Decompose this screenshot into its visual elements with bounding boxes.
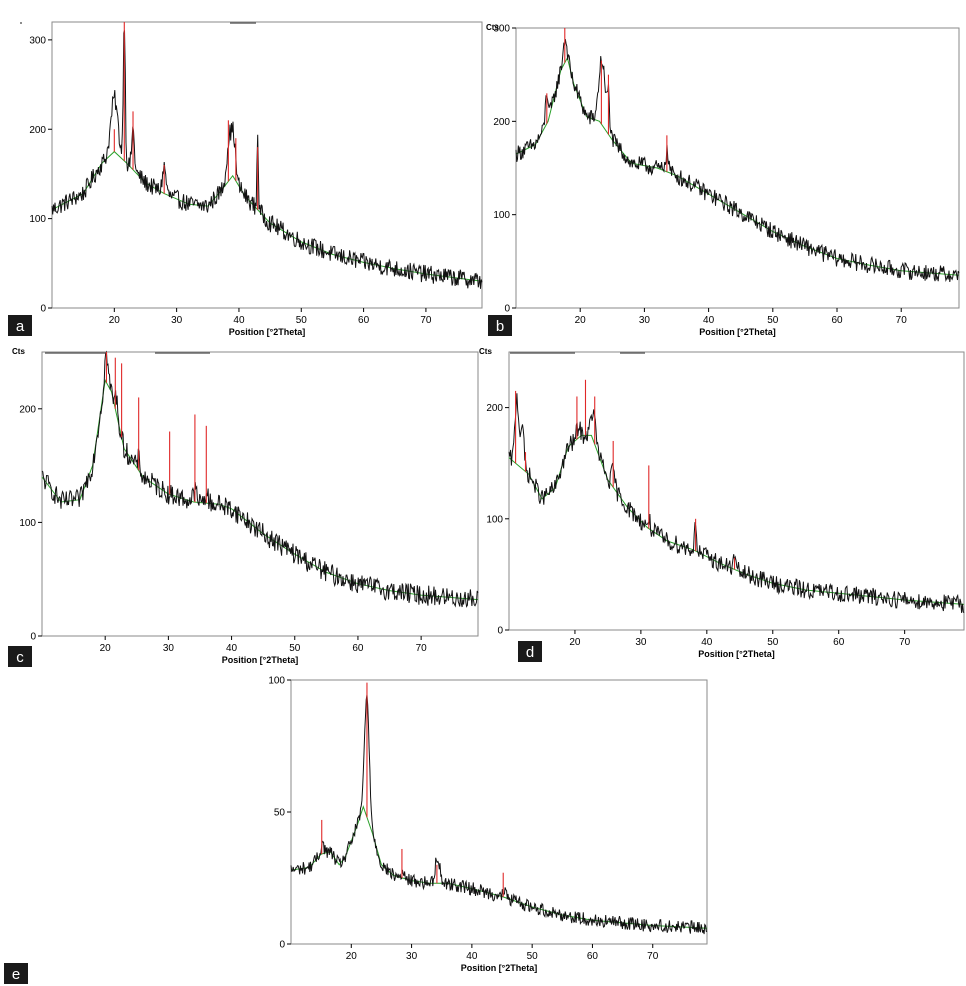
plot-area xyxy=(290,679,708,945)
x-tick-label: 70 xyxy=(420,315,432,326)
y-tick-label: 50 xyxy=(274,808,286,819)
measured-pattern xyxy=(51,30,483,289)
x-tick-label: 40 xyxy=(703,315,715,326)
panel-label: b xyxy=(496,318,504,335)
x-tick-label: 60 xyxy=(587,951,599,962)
y-tick-label: 200 xyxy=(19,404,36,415)
y-tick-label: 200 xyxy=(486,403,503,414)
plot-area xyxy=(508,351,965,631)
x-axis-title: Position [°2Theta] xyxy=(699,327,776,337)
y-tick-label: 200 xyxy=(493,117,510,128)
x-tick-label: 20 xyxy=(109,315,121,326)
x-tick-label: 20 xyxy=(100,643,112,654)
y-tick-label: 0 xyxy=(40,304,46,315)
y-tick-label: 300 xyxy=(493,24,510,35)
x-tick-label: 60 xyxy=(352,643,364,654)
y-tick-label: 300 xyxy=(29,35,46,46)
x-tick-label: 20 xyxy=(346,951,358,962)
y-tick-label: 100 xyxy=(19,518,36,529)
y-tick-label: 100 xyxy=(268,676,285,687)
xrd-panel-d: 0 100 200 20 30 40 50 60 70 Position [°2Theta] Cts… xyxy=(479,347,965,662)
x-tick-label: 20 xyxy=(575,315,587,326)
measured-pattern xyxy=(508,393,965,614)
x-tick-label: 30 xyxy=(635,637,647,648)
x-tick-label: 40 xyxy=(701,637,713,648)
plot-area xyxy=(515,27,960,309)
x-tick-label: 20 xyxy=(569,637,581,648)
y-tick-label: 100 xyxy=(486,514,503,525)
x-tick-label: 40 xyxy=(226,643,238,654)
x-axis-title: Position [°2Theta] xyxy=(461,963,538,973)
measured-pattern xyxy=(515,39,960,283)
x-tick-label: 40 xyxy=(466,951,478,962)
x-tick-label: 70 xyxy=(416,643,428,654)
x-tick-label: 40 xyxy=(233,315,245,326)
y-tick-label: 0 xyxy=(279,940,285,951)
x-tick-label: 60 xyxy=(358,315,370,326)
counts-unit-label: Cts xyxy=(12,347,25,356)
x-tick-label: 50 xyxy=(527,951,539,962)
panel-badge xyxy=(8,315,32,336)
panel-badge xyxy=(8,646,32,667)
panel-badge xyxy=(488,315,512,336)
x-tick-label: 50 xyxy=(767,637,779,648)
x-tick-label: 50 xyxy=(767,315,779,326)
counts-unit-label: Cts xyxy=(479,347,492,356)
panel-label: a xyxy=(16,318,25,335)
x-tick-label: 30 xyxy=(163,643,175,654)
measured-pattern xyxy=(290,694,708,935)
panel-label: d xyxy=(526,644,534,661)
y-tick-label: 100 xyxy=(493,210,510,221)
xrd-panel-a: 0 100 200 300 20 30 40 50 60 70 Position [°2Theta]… xyxy=(8,21,483,337)
x-tick-label: 70 xyxy=(647,951,659,962)
x-tick-label: 50 xyxy=(296,315,308,326)
x-axis-title: Position [°2Theta] xyxy=(229,327,306,337)
background-curve xyxy=(508,434,965,605)
x-tick-label: 70 xyxy=(899,637,911,648)
x-tick-label: 60 xyxy=(833,637,845,648)
x-tick-label: 30 xyxy=(171,315,183,326)
x-tick-label: 70 xyxy=(896,315,908,326)
panel-badge xyxy=(4,963,28,984)
y-tick-label: 0 xyxy=(497,626,503,637)
xrd-panel-b: 0 100 200 300 20 30 40 50 60 70 Position [°2Theta]… xyxy=(486,23,960,337)
panel-badge xyxy=(518,641,542,662)
x-axis-title: Position [°2Theta] xyxy=(698,649,775,659)
y-tick-label: 200 xyxy=(29,125,46,136)
x-tick-label: 50 xyxy=(289,643,301,654)
x-tick-label: 30 xyxy=(639,315,651,326)
measured-pattern xyxy=(41,350,479,608)
y-tick-label: 0 xyxy=(30,632,36,643)
y-tick-label: 0 xyxy=(504,304,510,315)
x-tick-label: 30 xyxy=(406,951,418,962)
x-axis-title: Position [°2Theta] xyxy=(222,655,299,665)
panel-label: e xyxy=(12,966,20,983)
x-tick-label: 60 xyxy=(831,315,843,326)
y-tick-label: 100 xyxy=(29,214,46,225)
counts-unit-label: Cts xyxy=(486,23,499,32)
xrd-panel-c: 0 100 200 20 30 40 50 60 70 Position [°2Theta] Cts… xyxy=(8,347,479,667)
panel-label: c xyxy=(16,649,24,666)
